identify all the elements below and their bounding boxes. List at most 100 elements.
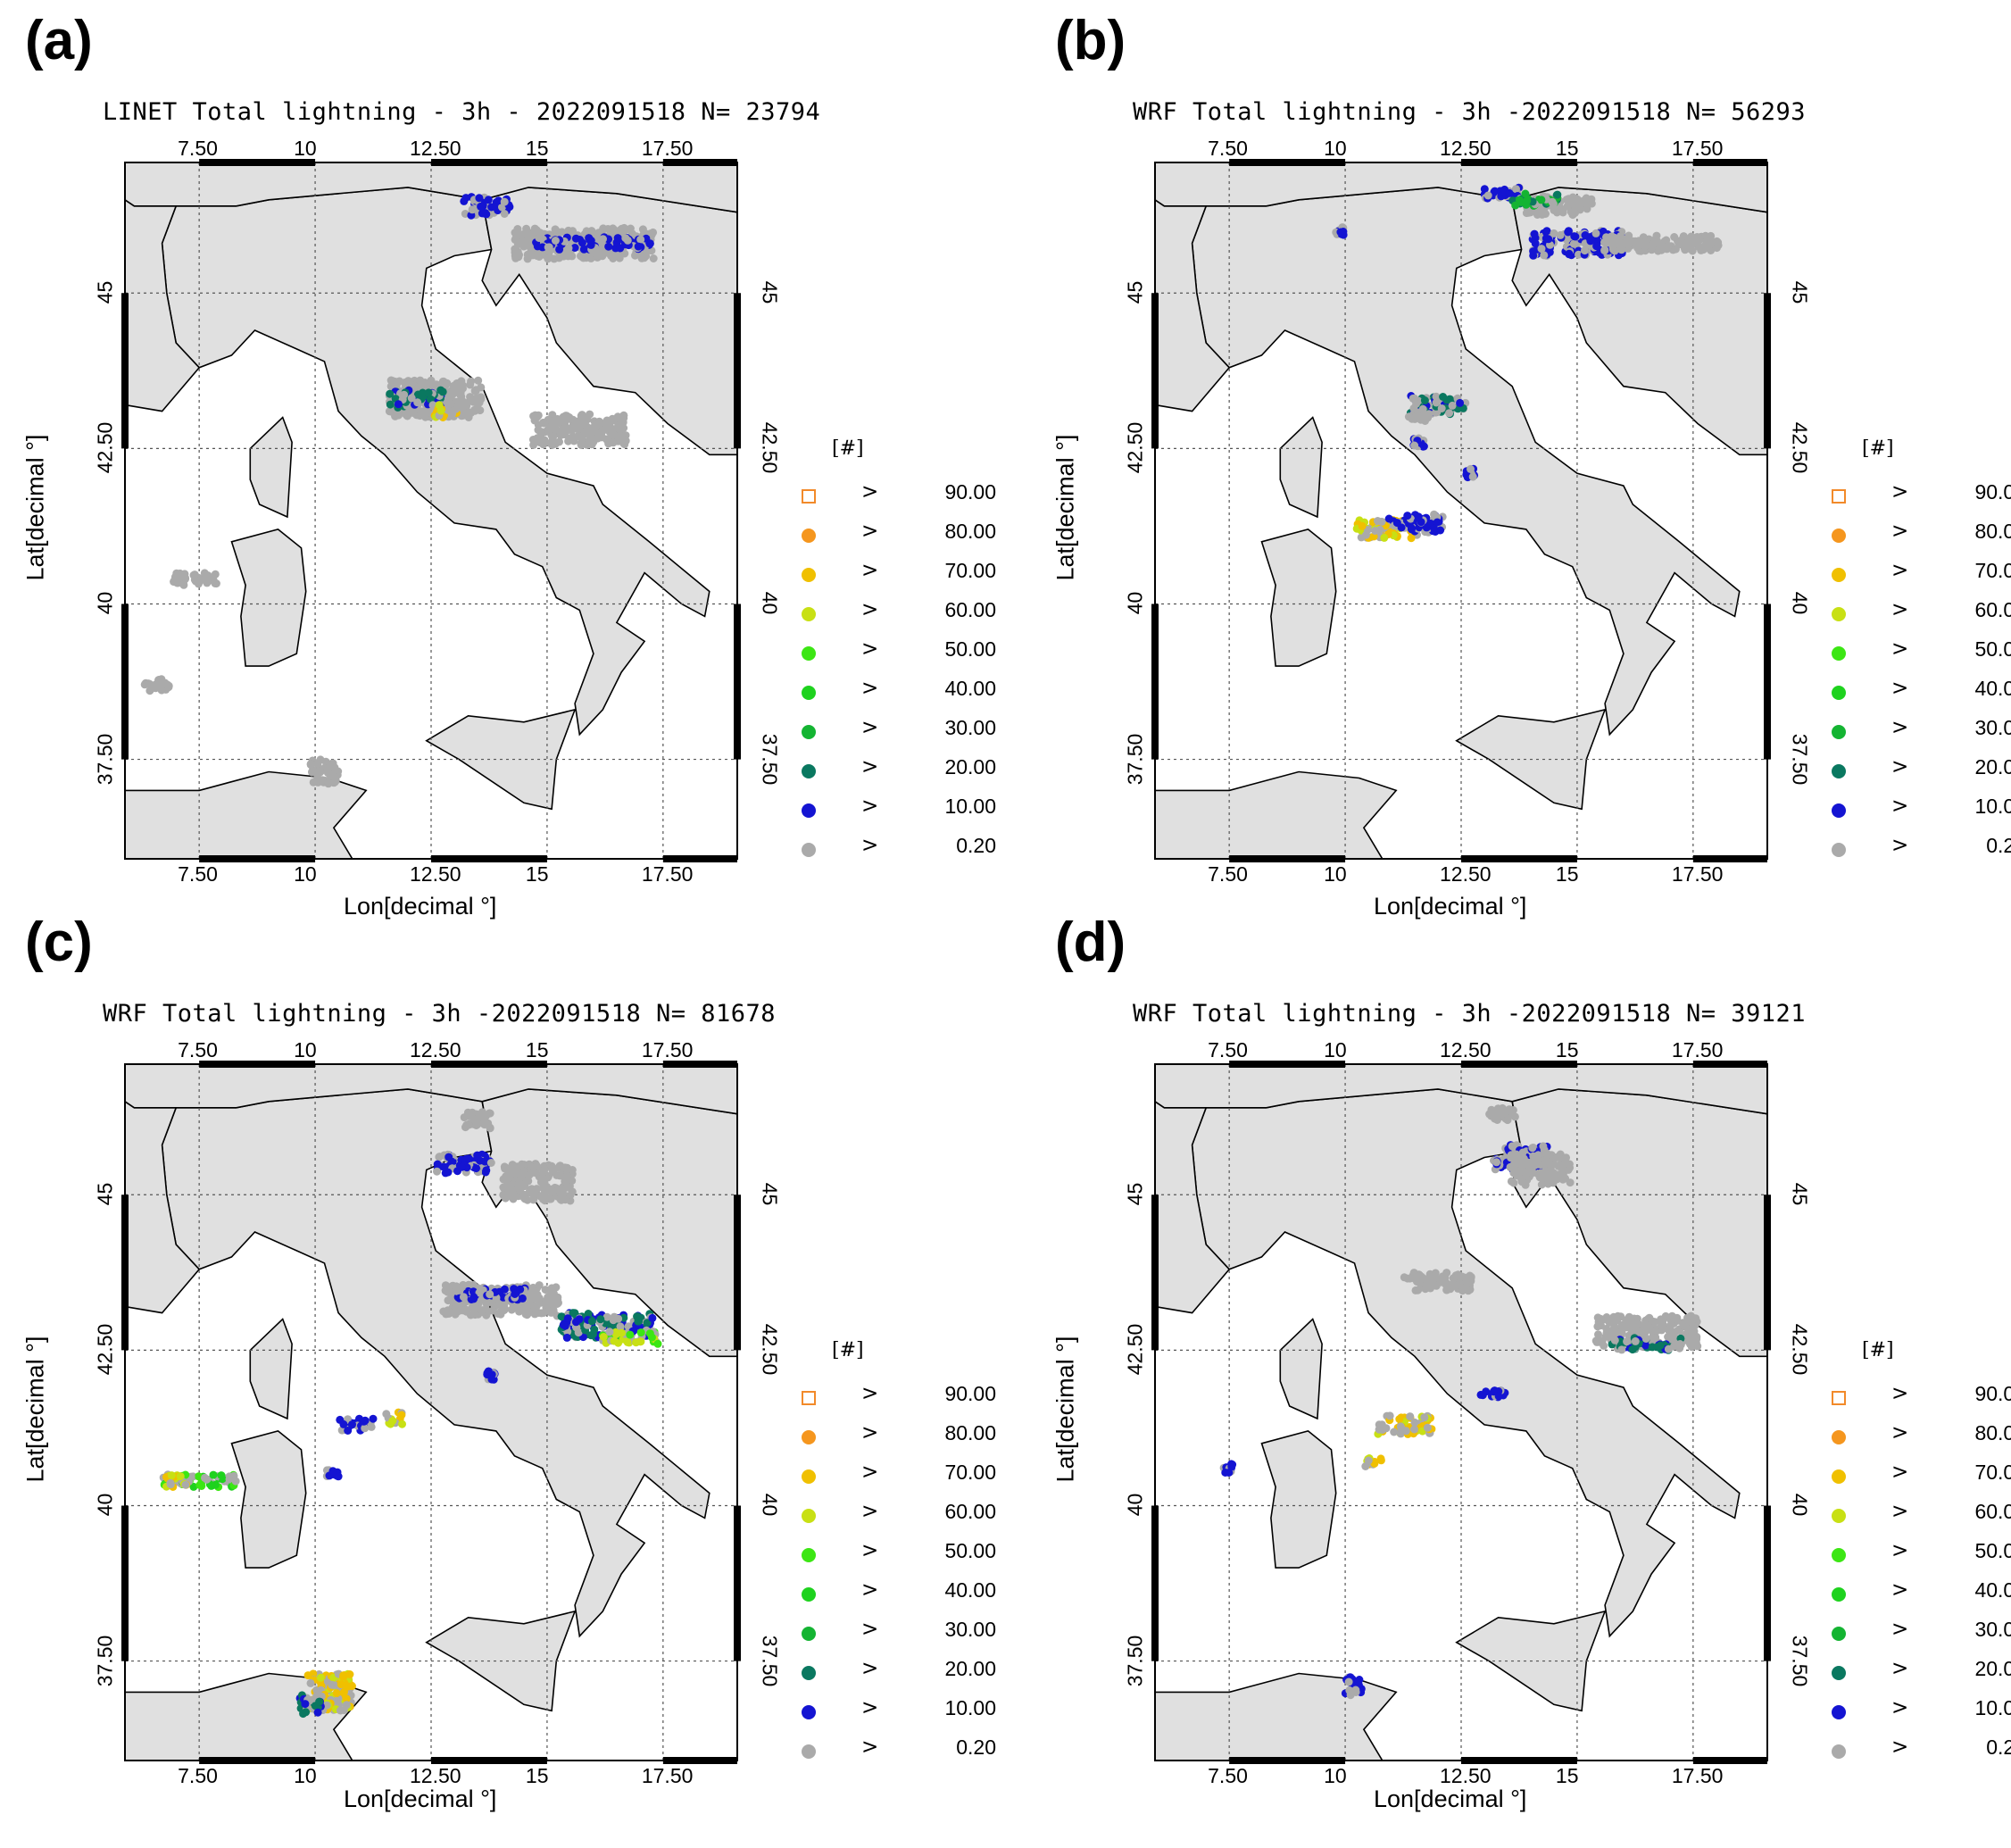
lat-tick-right: 40: [758, 1494, 782, 1517]
lon-tick-bottom: 7.50: [178, 862, 218, 886]
circle-marker-icon: [802, 1705, 816, 1719]
legend-row: >80.00: [785, 520, 1000, 555]
circle-marker-icon: [1832, 607, 1846, 621]
panel-title: WRF Total lightning - 3h -2022091518 N= …: [103, 1000, 776, 1028]
panel-title: WRF Total lightning - 3h -2022091518 N= …: [1133, 98, 1806, 126]
legend-gt: >: [861, 677, 879, 700]
legend-gt: >: [861, 520, 879, 543]
legend-row: >70.00: [785, 1461, 1000, 1496]
y-axis-title: Lat[decimal °]: [1051, 434, 1079, 581]
lat-tick-left: 42.50: [1123, 422, 1147, 474]
land-sardinia: [1260, 529, 1337, 667]
legend-gt: >: [861, 1382, 879, 1405]
lat-tick-right: 37.50: [1788, 733, 1812, 785]
circle-marker-icon: [802, 1469, 816, 1484]
map-canvas: [121, 159, 741, 862]
land-italy: [161, 187, 710, 737]
legend-row: >90.00: [1816, 480, 2011, 516]
legend-gt: >: [1891, 1657, 1909, 1680]
legend-row: >60.00: [785, 598, 1000, 634]
lon-tick-top: 12.50: [410, 1038, 461, 1061]
legend-value: 90.00: [1974, 1382, 2011, 1405]
lon-tick-bottom: 10: [1324, 1764, 1347, 1787]
legend-row: >50.00: [785, 1539, 1000, 1575]
x-axis-title: Lon[decimal °]: [344, 893, 497, 920]
legend-row: >70.00: [1816, 1461, 2011, 1496]
land-corsica: [249, 416, 293, 519]
legend-row: >40.00: [785, 1578, 1000, 1614]
lon-tick-bottom: 15: [1555, 862, 1579, 886]
lat-tick-right: 40: [1788, 592, 1812, 615]
x-axis-title: Lon[decimal °]: [1374, 893, 1527, 920]
circle-marker-icon: [1832, 1587, 1846, 1602]
lat-tick-right: 37.50: [1788, 1635, 1812, 1686]
circle-marker-icon: [1832, 1509, 1846, 1523]
land-corsica: [249, 1318, 293, 1420]
lat-tick-left: 42.50: [93, 1324, 117, 1376]
legend-value: 90.00: [944, 1382, 996, 1405]
lon-tick-bottom: 10: [1324, 862, 1347, 886]
legend-gt: >: [861, 480, 879, 504]
y-axis-title: Lat[decimal °]: [21, 1336, 49, 1483]
legend-gt: >: [1891, 795, 1909, 818]
lat-tick-left: 40: [93, 592, 117, 615]
panel-letter: (d): [1055, 912, 1126, 973]
circle-marker-icon: [1832, 529, 1846, 543]
legend-value: 60.00: [944, 1500, 996, 1523]
legend-value: 30.00: [1974, 1618, 2011, 1641]
legend-row: >10.00: [1816, 1696, 2011, 1732]
legend-row: >20.00: [1816, 755, 2011, 791]
legend: [#]>90.00>80.00>70.00>60.00>50.00>40.00>…: [1816, 437, 2011, 866]
legend-value: 20.00: [944, 1657, 996, 1680]
lon-tick-top: 10: [294, 137, 317, 160]
lon-tick-bottom: 7.50: [1208, 1764, 1248, 1787]
lat-tick-left: 45: [1123, 280, 1147, 304]
map-canvas: [1151, 1061, 1771, 1764]
circle-marker-icon: [802, 686, 816, 700]
lon-tick-bottom: 7.50: [1208, 862, 1248, 886]
legend-gt: >: [1891, 1736, 1909, 1759]
legend-row: >80.00: [1816, 520, 2011, 555]
legend-value: 50.00: [944, 637, 996, 661]
legend-value: 90.00: [944, 480, 996, 504]
circle-marker-icon: [1832, 803, 1846, 818]
circle-marker-icon: [1832, 1548, 1846, 1562]
circle-marker-icon: [1832, 686, 1846, 700]
legend-row: >10.00: [785, 795, 1000, 830]
legend-value: 80.00: [944, 1421, 996, 1444]
lat-tick-right: 45: [1788, 280, 1812, 304]
legend-value: 80.00: [1974, 520, 2011, 543]
legend-value: 20.00: [1974, 1657, 2011, 1680]
panel-title: WRF Total lightning - 3h -2022091518 N= …: [1133, 1000, 1806, 1028]
lightning-points: [1332, 183, 1723, 543]
lat-tick-right: 42.50: [758, 1324, 782, 1376]
lon-tick-top: 10: [1324, 1038, 1347, 1061]
lon-tick-bottom: 10: [294, 1764, 317, 1787]
legend-row: >20.00: [785, 1657, 1000, 1693]
lon-tick-top: 15: [525, 1038, 549, 1061]
lon-tick-bottom: 7.50: [178, 1764, 218, 1787]
circle-marker-icon: [802, 1548, 816, 1562]
circle-marker-icon: [802, 843, 816, 857]
legend-row: >20.00: [785, 755, 1000, 791]
lon-tick-bottom: 10: [294, 862, 317, 886]
lat-tick-left: 42.50: [1123, 1324, 1147, 1376]
circle-marker-icon: [1832, 646, 1846, 661]
legend-gt: >: [861, 1696, 879, 1719]
legend-gt: >: [861, 1461, 879, 1484]
land-sardinia: [230, 529, 307, 667]
legend-gt: >: [861, 1578, 879, 1602]
y-axis-title: Lat[decimal °]: [1051, 1336, 1079, 1483]
legend-row: >80.00: [1816, 1421, 2011, 1457]
legend-value: 80.00: [944, 520, 996, 543]
lat-tick-left: 37.50: [1123, 733, 1147, 785]
lat-tick-left: 42.50: [93, 422, 117, 474]
legend-gt: >: [1891, 1539, 1909, 1562]
map-canvas: [1151, 159, 1771, 862]
lat-tick-left: 40: [1123, 1494, 1147, 1517]
lon-tick-top: 15: [1555, 137, 1579, 160]
lat-tick-right: 45: [758, 1182, 782, 1206]
legend-title: [#]: [1862, 437, 1894, 460]
lat-tick-right: 40: [758, 592, 782, 615]
lat-tick-right: 42.50: [1788, 1324, 1812, 1376]
